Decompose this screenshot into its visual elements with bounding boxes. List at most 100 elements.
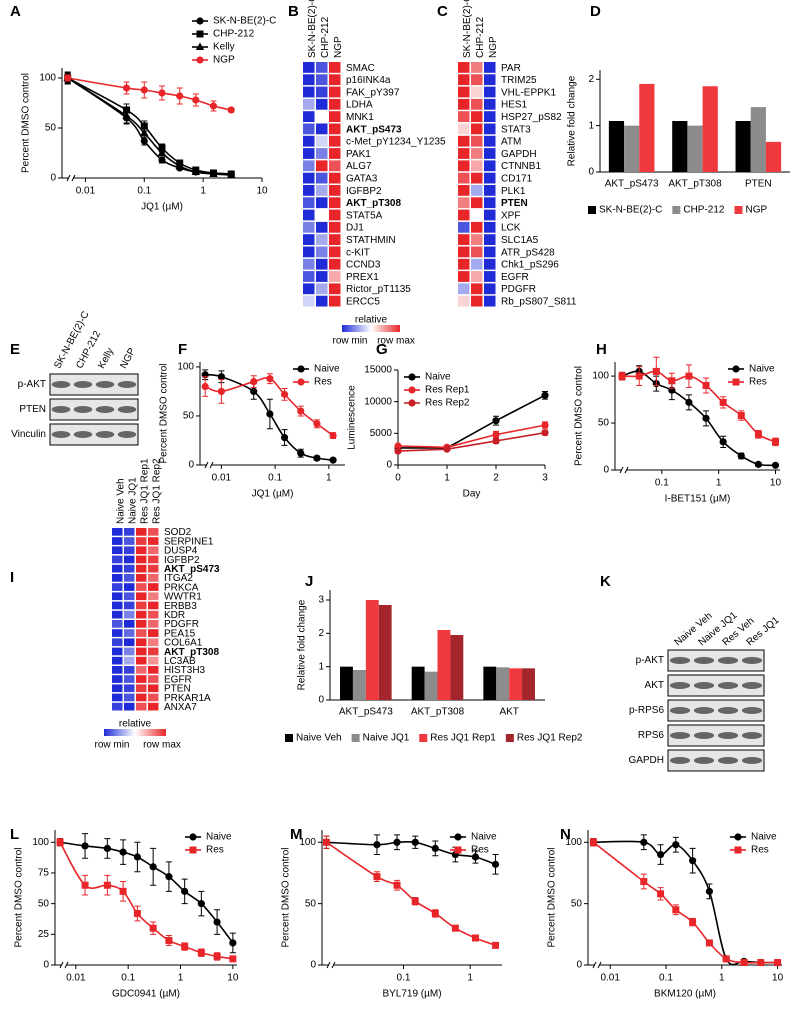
heatmap-cell	[471, 283, 483, 295]
heatmap-cell	[136, 620, 147, 628]
row-label: COL6A1	[164, 638, 203, 649]
heatmap-cell	[484, 160, 496, 172]
legend-label: CHP-212	[683, 205, 725, 216]
heatmap-cell	[136, 693, 147, 702]
legend-marker	[195, 42, 205, 50]
x-tick-label: 0.1	[268, 473, 282, 484]
y-tick-label: 2	[588, 74, 594, 85]
blot-band	[117, 431, 137, 438]
blot-band	[117, 381, 137, 388]
row-label: ANXA7	[164, 702, 197, 713]
data-point	[157, 148, 167, 156]
heatmap-cell	[136, 528, 147, 536]
colorbar-label: relative	[355, 315, 388, 326]
data-point	[197, 949, 205, 957]
panel-letter: C	[437, 3, 448, 20]
legend-swatch	[672, 206, 681, 214]
y-tick-label: 100	[39, 73, 56, 84]
heatmap-cell	[148, 629, 159, 637]
blot-band	[693, 707, 715, 714]
bar	[450, 635, 464, 700]
data-point	[280, 390, 289, 398]
y-tick-label: 0	[188, 460, 194, 471]
data-point	[140, 86, 148, 94]
blot-panel	[667, 649, 765, 672]
heatmap-cell	[303, 74, 315, 86]
heatmap-cell	[329, 185, 341, 196]
heatmap-cell	[112, 601, 123, 610]
heatmap-cell	[484, 295, 496, 307]
heatmap-cell	[124, 601, 135, 610]
heatmap-cell	[124, 629, 135, 637]
legend-swatch	[285, 734, 293, 742]
column-label: SK-N-BE(2)-C	[462, 0, 473, 58]
heatmap-cell	[471, 98, 483, 110]
y-tick-label: 100	[592, 371, 609, 382]
data-point	[322, 838, 330, 846]
data-point	[492, 941, 500, 949]
data-point	[158, 156, 166, 164]
heatmap-cell	[329, 246, 341, 258]
x-tick-label: 0.1	[121, 973, 135, 984]
row-label: CD171	[501, 173, 533, 184]
data-point	[672, 906, 680, 914]
legend-label: SK-N-BE(2)-C	[213, 16, 276, 27]
heatmap-cell	[148, 675, 159, 683]
row-label: PLK1	[501, 186, 526, 197]
data-point	[227, 170, 236, 178]
data-point	[640, 878, 648, 886]
x-tick-label: 0.01	[600, 973, 620, 984]
data-point	[689, 918, 697, 926]
heatmap-cell	[484, 234, 496, 245]
heatmap-cell	[458, 221, 470, 233]
y-axis-label: Percent DMSO control	[159, 363, 170, 463]
colorbar	[342, 325, 400, 332]
x-tick-label: 1	[200, 186, 206, 197]
fit-curve	[622, 370, 776, 443]
y-tick-label: 50	[45, 123, 57, 134]
blot-band	[717, 732, 739, 739]
data-point	[394, 442, 402, 450]
y-tick-label: 100	[32, 837, 49, 848]
heatmap-cell	[316, 111, 328, 122]
colorbar-max: row max	[143, 740, 181, 751]
heatmap-cell	[303, 246, 315, 258]
heatmap-cell	[124, 647, 135, 656]
data-point	[158, 89, 166, 97]
heatmap-cell	[148, 546, 159, 555]
legend-marker	[189, 833, 197, 841]
heatmap-cell	[303, 197, 315, 209]
heatmap-cell	[316, 148, 328, 159]
heatmap-cell	[316, 209, 328, 221]
data-point	[297, 407, 305, 415]
data-point	[280, 433, 289, 442]
y-tick-label: 2	[318, 628, 324, 639]
y-axis-label: Relative fold change	[297, 599, 308, 690]
data-point	[103, 844, 111, 853]
data-point	[149, 924, 157, 932]
heatmap-cell	[471, 111, 483, 122]
data-point	[217, 387, 225, 396]
row-label: TRIM25	[501, 75, 537, 86]
row-label: AKT_pS473	[164, 564, 220, 575]
legend-label: Naive	[749, 364, 775, 375]
blot-band	[741, 657, 763, 664]
row-label: ATM	[501, 137, 521, 148]
heatmap-cell	[329, 197, 341, 209]
heatmap-cell	[329, 62, 341, 73]
blot-band	[95, 406, 115, 413]
data-point	[149, 863, 157, 871]
heatmap-cell	[124, 592, 135, 601]
bar	[765, 141, 782, 172]
heatmap-cell	[458, 295, 470, 307]
row-label: HIST3H3	[164, 665, 206, 676]
data-point	[652, 367, 660, 375]
blot-band	[717, 682, 739, 689]
heatmap-cell	[148, 555, 159, 564]
data-point	[492, 437, 500, 445]
heatmap-cell	[471, 86, 483, 98]
row-label: PDGFR	[501, 284, 536, 295]
row-label: CTNNB1	[501, 161, 541, 172]
heatmap-cell	[303, 283, 315, 295]
y-tick-label: 100	[177, 362, 194, 373]
